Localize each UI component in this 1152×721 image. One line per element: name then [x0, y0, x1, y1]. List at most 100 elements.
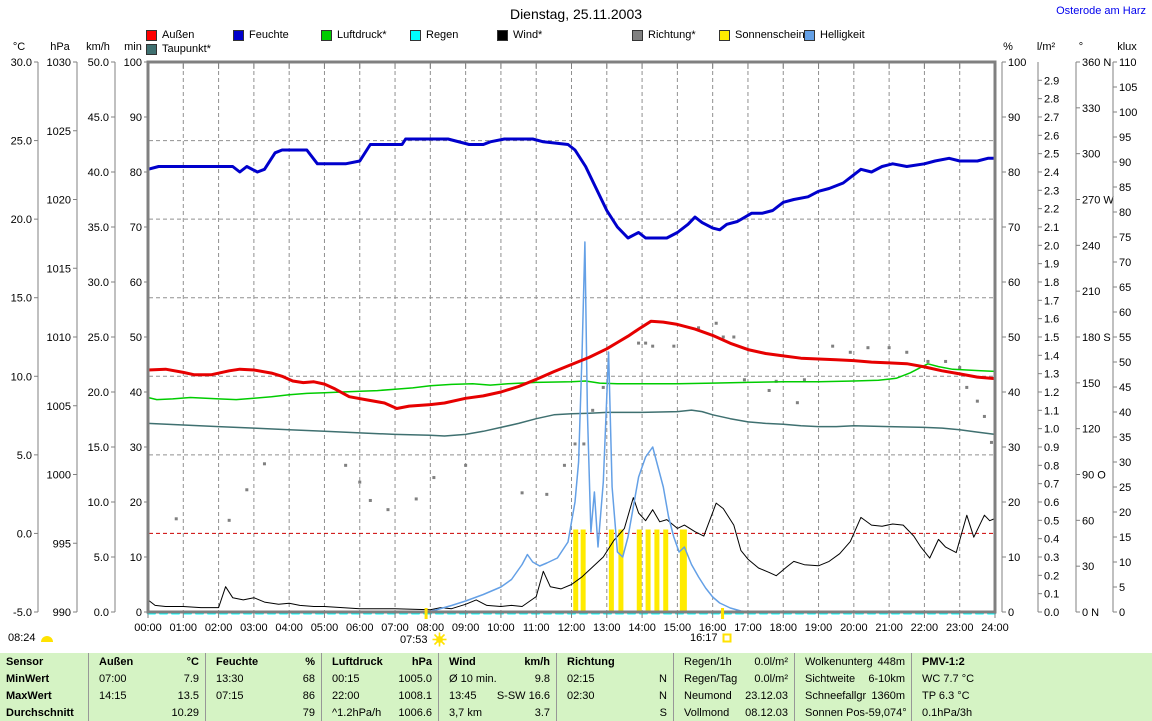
svg-text:100: 100: [1119, 107, 1137, 119]
stats-cell: 0.1hPa/3h: [912, 704, 1152, 721]
stats-cell-value: 1006.6: [398, 706, 432, 719]
svg-text:20: 20: [1119, 507, 1131, 519]
stats-cell-time: 02:15: [567, 672, 595, 685]
stats-row-label: MinWert: [6, 672, 50, 685]
svg-text:90 O: 90 O: [1082, 470, 1106, 482]
stats-cell-time: 0.1hPa/3h: [922, 706, 973, 719]
svg-text:10:00: 10:00: [487, 622, 515, 634]
page-title: Dienstag, 25.11.2003: [509, 6, 643, 22]
series-luftdruck: [147, 363, 996, 401]
svg-text:18:00: 18:00: [769, 622, 797, 634]
svg-text:30: 30: [1082, 561, 1094, 573]
stats-cell-value: 7.9: [183, 672, 199, 685]
svg-text:990: 990: [53, 607, 71, 619]
svg-text:50.0: 50.0: [88, 57, 109, 69]
stats-cell-time: 07:15: [216, 689, 244, 702]
stats-cell-time: Vollmond: [684, 706, 730, 719]
stats-cell-time: Ø 10 min.: [449, 672, 497, 685]
svg-text:1030: 1030: [47, 57, 71, 69]
svg-text:40: 40: [130, 387, 142, 399]
stats-cell-time: Wolkenunterg: [805, 655, 873, 668]
legend-label: Luftdruck*: [337, 29, 387, 41]
stats-cell-time: PMV-1:2: [922, 655, 965, 668]
svg-text:70: 70: [1008, 222, 1020, 234]
svg-text:100: 100: [124, 57, 142, 69]
stats-column: Wind km/h Ø 10 min. 9.8 13:45 S-SW 16.6 3,7 km…: [439, 653, 557, 721]
stats-column: Luftdruck hPa 00:15 1005.0 22:00 1008.1 ^1.2hP…: [322, 653, 439, 721]
legend-item: Außen: [146, 29, 194, 41]
svg-text:22:00: 22:00: [911, 622, 939, 634]
svg-text:0.2: 0.2: [1044, 570, 1059, 582]
axis-brightness-klux: 1101051009590858075706560555045403530252…: [1112, 41, 1137, 619]
legend-item: Taupunkt*: [146, 43, 211, 55]
svg-text:0 N: 0 N: [1082, 607, 1099, 619]
svg-text:0.0: 0.0: [1044, 607, 1059, 619]
svg-text:21:00: 21:00: [875, 622, 903, 634]
svg-text:0.4: 0.4: [1044, 534, 1059, 546]
sunset-tick: [721, 608, 725, 619]
svg-text:80: 80: [1119, 207, 1131, 219]
stats-cell-value: 13.5: [177, 689, 199, 702]
svg-text:30.0: 30.0: [88, 277, 109, 289]
legend-label: Außen: [162, 29, 195, 41]
svg-text:10: 10: [1119, 557, 1131, 569]
stats-cell-value: 1360m: [871, 689, 905, 702]
svg-text:50: 50: [1119, 357, 1131, 369]
svg-text:85: 85: [1119, 182, 1131, 194]
stats-cell: Neumond 23.12.03: [674, 687, 794, 704]
svg-text:90: 90: [130, 112, 142, 124]
legend-color-swatch: [146, 29, 157, 41]
svg-text:1.4: 1.4: [1044, 350, 1059, 362]
stats-cell: Regen/Tag 0.0l/m²: [674, 670, 794, 687]
axis-pressure-hpa: 1030 1025 1020 1015 1010 1005 1000 995 990 hPa: [47, 41, 78, 619]
svg-text:1020: 1020: [47, 195, 71, 207]
stats-cell: Sonnen Pos -59,074°: [795, 704, 911, 721]
stats-cell-value: km/h: [524, 655, 550, 668]
stats-cell-time: Richtung: [567, 655, 615, 668]
stats-cell-value: 86: [302, 689, 315, 702]
stats-cell: TP 6.3 °C: [912, 687, 1152, 704]
svg-text:15.0: 15.0: [11, 293, 32, 305]
stats-cell-value: 9.8: [534, 672, 550, 685]
svg-text:10: 10: [1008, 552, 1020, 564]
stats-cell: Sichtweite 6-10km: [795, 670, 911, 687]
stats-cell: 79: [206, 704, 321, 721]
legend-color-swatch: [233, 29, 244, 41]
svg-text:110: 110: [1119, 57, 1137, 69]
sunrise-tick: [424, 608, 428, 619]
time-axis: 00:00 01:00 02:00 03:00 04:00 05:00 06:00 07:00…: [134, 63, 1009, 634]
stats-cell-time: 00:15: [332, 672, 360, 685]
stats-cell-value: S: [659, 706, 667, 719]
legend-label: Feuchte: [249, 29, 289, 41]
stats-column: Wolkenunterg 448m Sichtweite 6-10km Schneefa…: [795, 653, 912, 721]
svg-text:70: 70: [1119, 257, 1131, 269]
stats-cell-value: 1005.0: [398, 672, 432, 685]
stats-cell-value: 79: [302, 706, 315, 719]
stats-cell: Richtung: [557, 653, 673, 670]
svg-text:1.9: 1.9: [1044, 259, 1059, 271]
stats-cell-time: Regen/1h: [684, 655, 732, 668]
svg-text:1.2: 1.2: [1044, 387, 1059, 399]
svg-text:100: 100: [1008, 57, 1026, 69]
legend-label: Richtung*: [648, 29, 696, 41]
stats-cell-time: Sonnen Pos: [805, 706, 865, 719]
svg-text:240: 240: [1082, 240, 1100, 252]
series-wind: [147, 497, 996, 611]
stats-cell: Ø 10 min. 9.8: [439, 670, 556, 687]
legend-label: Taupunkt*: [162, 43, 211, 55]
svg-text:0.0: 0.0: [17, 528, 32, 540]
stats-cell-time: Luftdruck: [332, 655, 383, 668]
sunset-square-icon: [722, 633, 732, 643]
stats-cell-time: Schneefallgr: [805, 689, 867, 702]
stats-cell: ^1.2hPa/h 1006.6: [322, 704, 438, 721]
series-taupunkt: [147, 409, 996, 437]
svg-text:30: 30: [1008, 442, 1020, 454]
legend-label: Helligkeit: [820, 29, 865, 41]
svg-text:20.0: 20.0: [88, 387, 109, 399]
svg-text:10: 10: [130, 552, 142, 564]
svg-text:80: 80: [130, 167, 142, 179]
stats-cell: Regen/1h 0.0l/m²: [674, 653, 794, 670]
svg-text:10.0: 10.0: [88, 497, 109, 509]
